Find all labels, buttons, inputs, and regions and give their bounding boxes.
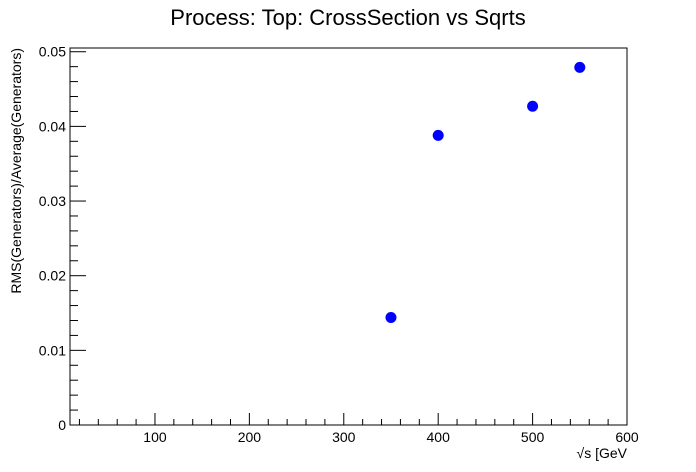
x-tick-label: 100 xyxy=(143,429,167,445)
x-tick-label: 200 xyxy=(238,429,262,445)
data-points xyxy=(385,61,586,323)
y-tick-label: 0.01 xyxy=(39,342,66,358)
data-point xyxy=(432,129,444,141)
axis-ticks xyxy=(70,51,628,426)
chart-title: Process: Top: CrossSection vs Sqrts xyxy=(170,5,525,30)
plot-frame xyxy=(69,47,628,426)
x-tick-label: 300 xyxy=(332,429,356,445)
axis-tick-labels: 100 200 300 400 500 600 0 0.01 0.02 0.03 0.04 0.05 xyxy=(39,44,639,445)
x-tick-label: 400 xyxy=(427,429,451,445)
x-tick-label: 500 xyxy=(521,429,545,445)
y-tick-label: 0.02 xyxy=(39,268,66,284)
data-point xyxy=(527,100,539,112)
y-axis-label: RMS(Generators)/Average(Generators) xyxy=(8,48,24,294)
y-tick-label: 0.05 xyxy=(39,44,66,60)
y-tick-label: 0.04 xyxy=(39,118,66,134)
data-point xyxy=(574,61,586,73)
x-tick-label: 600 xyxy=(615,429,639,445)
data-point xyxy=(385,311,397,323)
y-tick-label: 0 xyxy=(58,417,66,433)
y-tick-label: 0.03 xyxy=(39,193,66,209)
x-axis-label: √s [GeV xyxy=(577,445,628,461)
